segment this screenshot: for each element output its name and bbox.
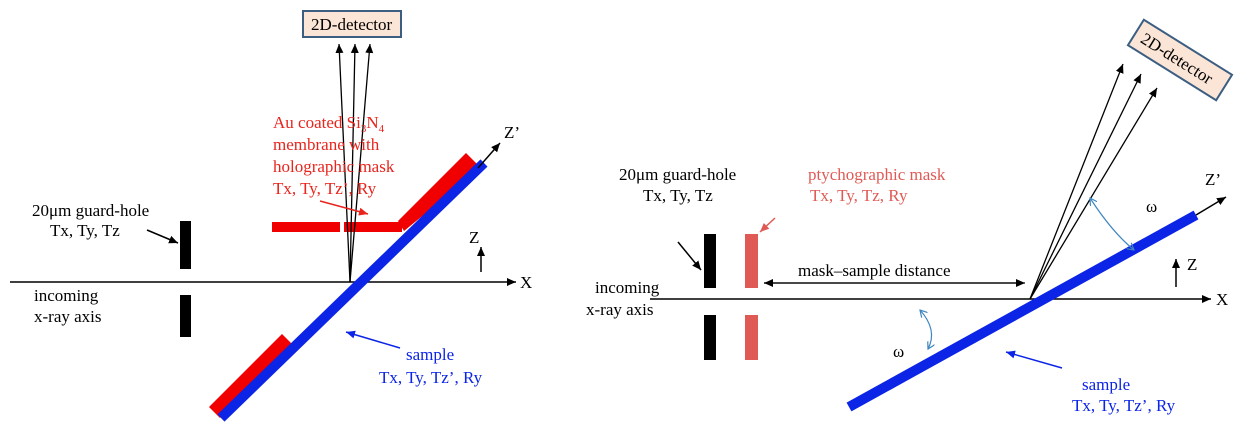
left-mask-line3: holographic mask [273,157,395,176]
right-ptycho-mask-bottom [745,315,758,360]
left-ray-3 [349,43,374,283]
right-omega-upper: ω [1146,197,1157,216]
left-panel: X Z 20μm guard-hole Tx, Ty, Tz incoming … [10,10,532,422]
right-detector: 2D-detector [1126,18,1234,102]
left-holo-mask-lower [209,334,294,418]
right-ray-1 [1029,63,1124,300]
left-ray-2 [349,43,359,283]
right-omega-arc-upper [1090,198,1134,250]
left-holo-mask-bar-a [272,222,340,232]
right-axis-zprime [1195,196,1227,216]
right-ray-2 [1029,73,1142,300]
right-guard-hole-top [704,234,716,288]
left-guard-title: 20μm guard-hole [32,201,149,220]
left-guard-dof: Tx, Ty, Tz [50,221,120,240]
left-detector-box [302,10,402,38]
right-axis-zprime-label: Z’ [1205,170,1221,189]
right-axis-x-label: X [1216,290,1228,309]
right-guard-title: 20μm guard-hole [619,165,736,184]
left-mask-dof: Tx, Ty, Tz’, Ry [273,179,377,198]
right-omega-lower: ω [893,342,904,361]
right-guard-dof: Tx, Ty, Tz [643,186,713,205]
left-incoming-1: incoming [34,286,99,305]
left-sample-pointer [345,330,401,349]
right-mask-dof: Tx, Ty, Tz, Ry [810,186,908,205]
right-incoming-1: incoming [595,278,660,297]
left-ray-1 [335,43,351,283]
right-sample-dof: Tx, Ty, Tz’, Ry [1072,396,1176,415]
left-axis-z-label: Z [469,228,479,247]
left-axis-zprime-label: Z’ [504,123,520,142]
right-omega-arc-lower [920,310,932,349]
left-incoming-2: x-ray axis [34,307,102,326]
left-axis-x-label: X [520,273,532,292]
left-detector-label: 2D-detector [311,15,393,34]
left-axis-zprime [477,142,501,169]
left-sample-bar [217,159,488,422]
left-guard-hole-bottom [180,295,191,337]
left-sample-title: sample [406,345,454,364]
left-mask-pointer [319,200,369,216]
right-guard-hole-bottom [704,315,716,360]
left-guard-pointer [146,229,179,244]
right-panel: X Z 20μm guard-hole Tx, Ty, Tz ptychogra… [586,18,1234,415]
right-incoming-2: x-ray axis [586,300,654,319]
right-sample-pointer [1005,350,1063,369]
right-distance-label: mask–sample distance [798,261,951,280]
right-sample-title: sample [1082,375,1130,394]
right-axis-z-label: Z [1187,255,1197,274]
right-mask-pointer [759,217,776,233]
right-mask-title: ptychographic mask [808,165,946,184]
right-detector-box [1126,18,1234,102]
left-mask-line2: membrane with [273,135,380,154]
right-sample-bar [846,210,1199,412]
left-guard-hole-top [180,221,191,269]
left-holo-mask-bar-b [344,222,402,232]
left-holo-mask-upper [398,153,481,231]
right-ptycho-mask-top [745,234,758,288]
left-mask-title-1: Au coated Si3N4 [273,113,385,135]
right-ray-3 [1029,87,1158,300]
left-sample-dof: Tx, Ty, Tz’, Ry [379,368,483,387]
right-guard-pointer [677,241,702,271]
